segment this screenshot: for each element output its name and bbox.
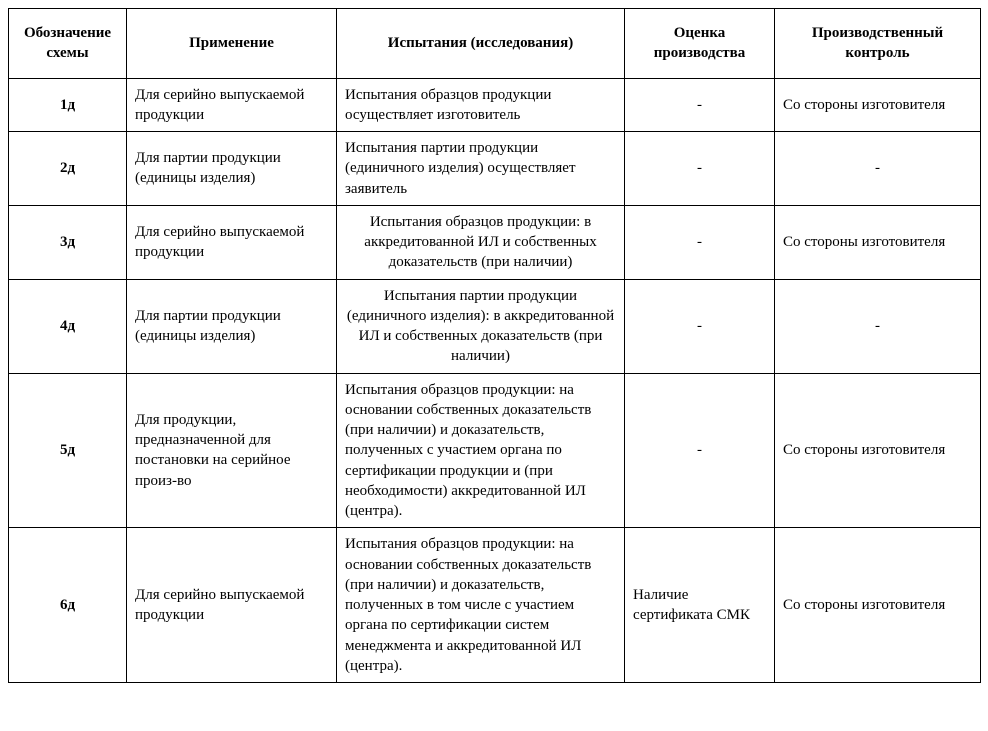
col-header-scheme: Обозначение схемы xyxy=(9,9,127,79)
cell-evaluation: - xyxy=(625,205,775,279)
cell-evaluation: - xyxy=(625,78,775,132)
table-row: 1дДля серийно выпускаемой продукцииИспыт… xyxy=(9,78,981,132)
col-header-ctrl: Производственный контроль xyxy=(775,9,981,79)
cell-scheme: 4д xyxy=(9,279,127,373)
cell-evaluation: - xyxy=(625,132,775,206)
cell-tests: Испытания партии продукции (единичного и… xyxy=(337,132,625,206)
cell-control: Со стороны изготовителя xyxy=(775,205,981,279)
cell-control: Со стороны изготовителя xyxy=(775,78,981,132)
cell-tests: Испытания образцов продукции: на основан… xyxy=(337,528,625,683)
cell-tests: Испытания образцов продукции: в аккредит… xyxy=(337,205,625,279)
table-header: Обозначение схемы Применение Испытания (… xyxy=(9,9,981,79)
table-body: 1дДля серийно выпускаемой продукцииИспыт… xyxy=(9,78,981,683)
cell-application: Для серийно выпускаемой продукции xyxy=(127,205,337,279)
cell-control: - xyxy=(775,132,981,206)
cell-scheme: 6д xyxy=(9,528,127,683)
cell-control: Со стороны изготовителя xyxy=(775,373,981,528)
cell-application: Для продукции, предназначенной для поста… xyxy=(127,373,337,528)
cell-evaluation: - xyxy=(625,373,775,528)
cell-scheme: 3д xyxy=(9,205,127,279)
table-row: 3дДля серийно выпускаемой продукцииИспыт… xyxy=(9,205,981,279)
cell-scheme: 5д xyxy=(9,373,127,528)
cell-control: Со стороны изготовителя xyxy=(775,528,981,683)
cell-evaluation: Наличие сертификата СМК xyxy=(625,528,775,683)
schemes-table: Обозначение схемы Применение Испытания (… xyxy=(8,8,981,683)
col-header-test: Испытания (исследования) xyxy=(337,9,625,79)
cell-scheme: 2д xyxy=(9,132,127,206)
cell-control: - xyxy=(775,279,981,373)
table-row: 2дДля партии продукции (единицы изделия)… xyxy=(9,132,981,206)
table-row: 5дДля продукции, предназначенной для пос… xyxy=(9,373,981,528)
cell-tests: Испытания образцов продукции осуществляе… xyxy=(337,78,625,132)
table-row: 4дДля партии продукции (единицы изделия)… xyxy=(9,279,981,373)
cell-evaluation: - xyxy=(625,279,775,373)
cell-application: Для партии продукции (единицы изделия) xyxy=(127,279,337,373)
cell-application: Для серийно выпускаемой продукции xyxy=(127,78,337,132)
col-header-app: Применение xyxy=(127,9,337,79)
cell-tests: Испытания партии продукции (единичного и… xyxy=(337,279,625,373)
col-header-eval: Оценка производства xyxy=(625,9,775,79)
cell-application: Для серийно выпускаемой продукции xyxy=(127,528,337,683)
cell-scheme: 1д xyxy=(9,78,127,132)
cell-tests: Испытания образцов продукции: на основан… xyxy=(337,373,625,528)
table-row: 6дДля серийно выпускаемой продукцииИспыт… xyxy=(9,528,981,683)
cell-application: Для партии продукции (единицы изделия) xyxy=(127,132,337,206)
